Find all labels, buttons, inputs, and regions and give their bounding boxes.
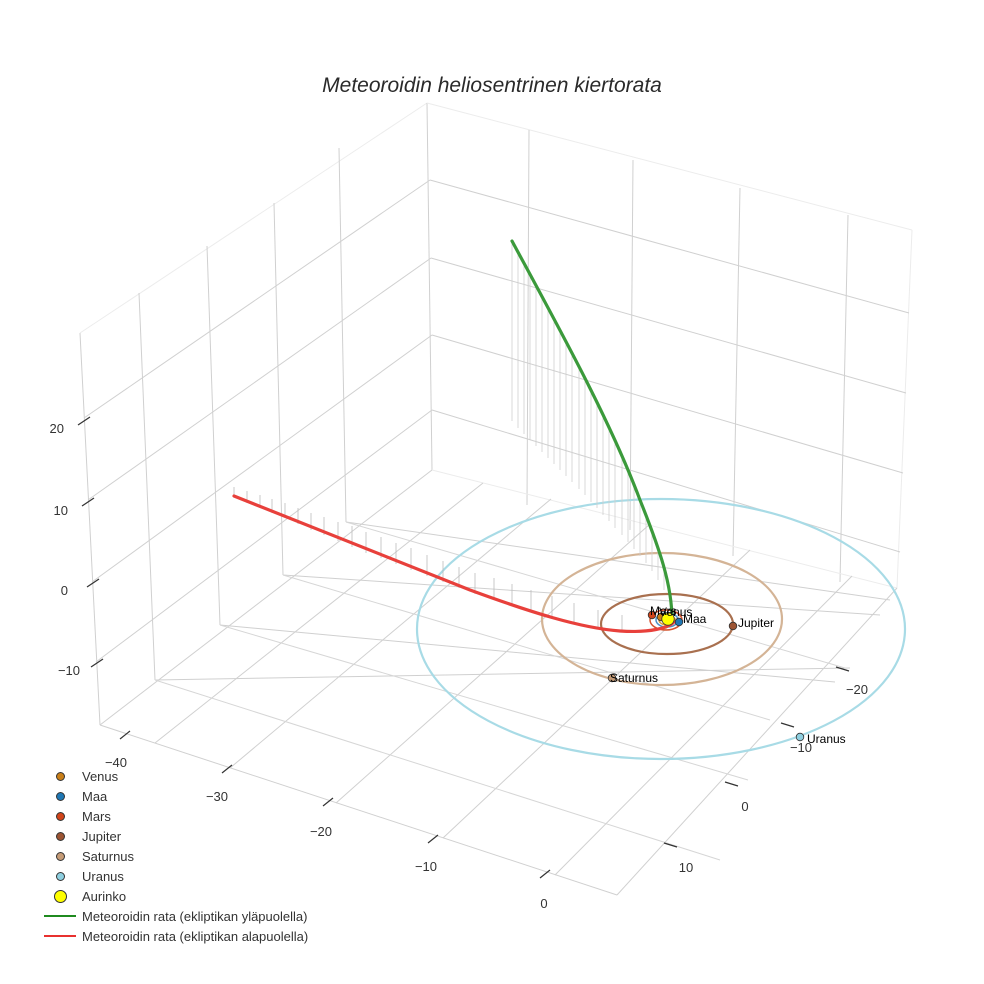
legend-label: Meteoroidin rata (ekliptikan yläpuolella… — [82, 908, 308, 924]
planet-maa — [674, 617, 684, 627]
x-tick-neg20: −20 — [310, 824, 332, 839]
z-tick-20: 20 — [50, 421, 64, 436]
legend-item-venus[interactable]: Venus — [40, 766, 308, 786]
planet-labels: Mars Venus Maa Jupiter Saturnus Uranus — [610, 604, 846, 746]
trajectory-above-ecliptic — [510, 239, 674, 622]
x-tick-neg40: −40 — [105, 755, 127, 770]
legend-item-jupiter[interactable]: Jupiter — [40, 826, 308, 846]
orbit-uranus — [415, 497, 907, 761]
x-tick-neg30: −30 — [206, 789, 228, 804]
z-tick-10: 10 — [54, 503, 68, 518]
z-axis: 20 10 0 −10 — [50, 416, 104, 678]
z-tick-0: 0 — [61, 583, 68, 598]
planet-jupiter — [728, 621, 738, 631]
legend-item-trajectory-above[interactable]: Meteoroidin rata (ekliptikan yläpuolella… — [40, 906, 308, 926]
legend-label: Mars — [82, 808, 111, 824]
legend-label: Aurinko — [82, 888, 127, 904]
z-tick-neg10: −10 — [58, 663, 80, 678]
planet-saturnus — [607, 673, 617, 683]
y-tick-neg20: −20 — [846, 682, 868, 697]
y-tick-neg10: −10 — [790, 740, 812, 755]
label-mars: Mars — [650, 604, 677, 618]
legend-item-mars[interactable]: Mars — [40, 806, 308, 826]
x-tick-neg10: −10 — [415, 859, 437, 874]
floor-grid — [154, 521, 846, 861]
x-tick-0: 0 — [540, 896, 547, 911]
label-saturnus: Saturnus — [610, 671, 658, 685]
label-maa: Maa — [683, 612, 707, 626]
maa-marker-icon — [55, 791, 65, 801]
legend-item-aurinko[interactable]: Aurinko — [40, 886, 308, 906]
legend-item-uranus[interactable]: Uranus — [40, 866, 308, 886]
legend-item-saturnus[interactable]: Saturnus — [40, 846, 308, 866]
planets — [607, 610, 805, 742]
legend-label: Saturnus — [82, 848, 135, 864]
legend: Venus Maa Mars Jupiter Saturnus Uranus A… — [40, 766, 308, 946]
planet-uranus — [795, 732, 805, 742]
y-tick-0: 0 — [741, 799, 748, 814]
green-line-icon — [44, 915, 76, 917]
green-trajectory-droplines — [511, 241, 671, 597]
legend-label: Uranus — [82, 868, 124, 884]
trajectory-below-ecliptic — [232, 494, 676, 634]
saturnus-marker-icon — [55, 851, 65, 861]
legend-item-maa[interactable]: Maa — [40, 786, 308, 806]
label-venus: Venus — [659, 605, 692, 619]
y-tick-10: 10 — [679, 860, 693, 875]
mars-marker-icon — [55, 811, 65, 821]
venus-marker-icon — [55, 771, 65, 781]
chart-title: Meteoroidin heliosentrinen kiertorata — [322, 74, 662, 97]
sun — [661, 612, 675, 626]
orbit-saturnus — [540, 551, 784, 687]
red-trajectory-droplines — [233, 487, 623, 631]
sun-marker-icon — [53, 889, 67, 903]
x-axis: −40 −30 −20 −10 0 — [105, 730, 551, 911]
jupiter-marker-icon — [55, 831, 65, 841]
label-jupiter: Jupiter — [738, 616, 774, 630]
red-line-icon — [44, 935, 76, 937]
legend-label: Maa — [82, 788, 108, 804]
legend-item-trajectory-below[interactable]: Meteoroidin rata (ekliptikan alapuolella… — [40, 926, 308, 946]
label-uranus: Uranus — [807, 732, 846, 746]
legend-label: Venus — [82, 768, 119, 784]
planet-mars — [647, 610, 657, 620]
legend-label: Meteoroidin rata (ekliptikan alapuolella… — [82, 928, 309, 944]
legend-label: Jupiter — [82, 828, 122, 844]
y-axis: −20 −10 0 10 — [663, 666, 868, 875]
uranus-marker-icon — [55, 871, 65, 881]
